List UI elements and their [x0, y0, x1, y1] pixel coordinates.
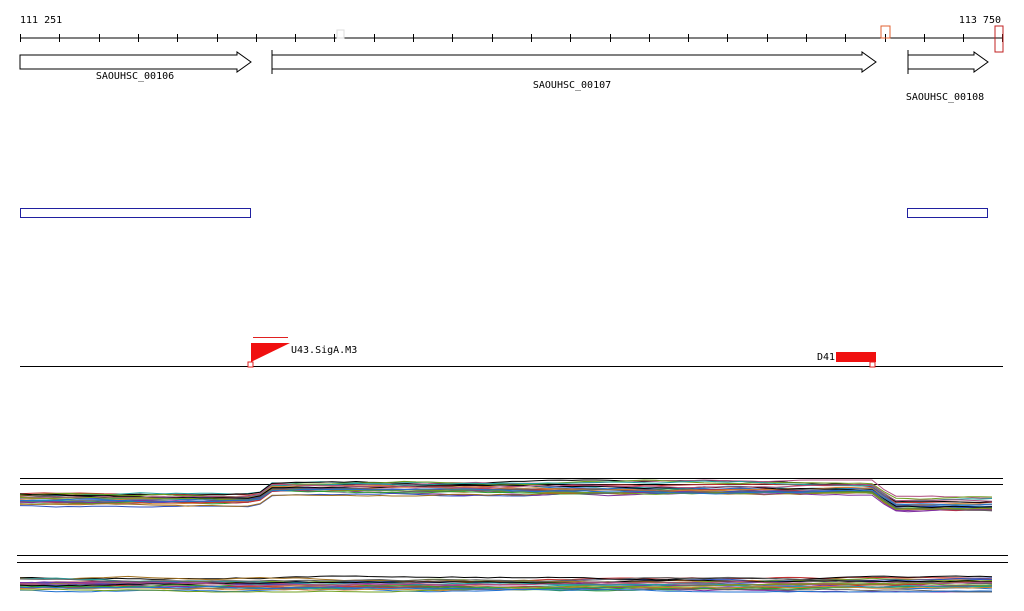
gene-arrow[interactable] [907, 51, 989, 73]
marker [880, 25, 891, 39]
gene-label: SAOUHSC_00107 [533, 80, 611, 91]
expression-line [19, 488, 993, 506]
promoter-site [247, 361, 254, 368]
expression-line [19, 585, 993, 593]
ruler-end: 113 750 [959, 15, 1001, 26]
ruler: 111 251 113 750 [20, 15, 1004, 53]
expression-line [19, 483, 993, 502]
expression-track [19, 478, 1003, 513]
expression-line [19, 488, 992, 510]
genes [19, 50, 989, 74]
promoter-label: D41 [817, 352, 835, 363]
ruler-ticks [20, 34, 1003, 42]
promoter-box[interactable] [836, 352, 876, 362]
expression-line [19, 576, 993, 585]
expression-line [19, 580, 993, 587]
ruler-start: 111 251 [20, 15, 62, 26]
operon-box [907, 208, 988, 218]
expression-line [19, 479, 993, 500]
marker [994, 25, 1004, 53]
operon-box [20, 208, 251, 218]
gene-label: SAOUHSC_00108 [906, 92, 984, 103]
promoter-label: U43.SigA.M3 [291, 345, 357, 356]
promoter-site [869, 361, 876, 368]
gene-arrow[interactable] [271, 51, 877, 73]
marker [336, 29, 345, 39]
expression-line [19, 579, 993, 587]
expression-line [19, 484, 993, 509]
expression-line [19, 582, 993, 593]
expression-track [17, 555, 1008, 593]
gene-label: SAOUHSC_00106 [96, 71, 174, 82]
gene-arrow[interactable] [19, 51, 252, 73]
promoter-flag[interactable] [251, 343, 290, 362]
